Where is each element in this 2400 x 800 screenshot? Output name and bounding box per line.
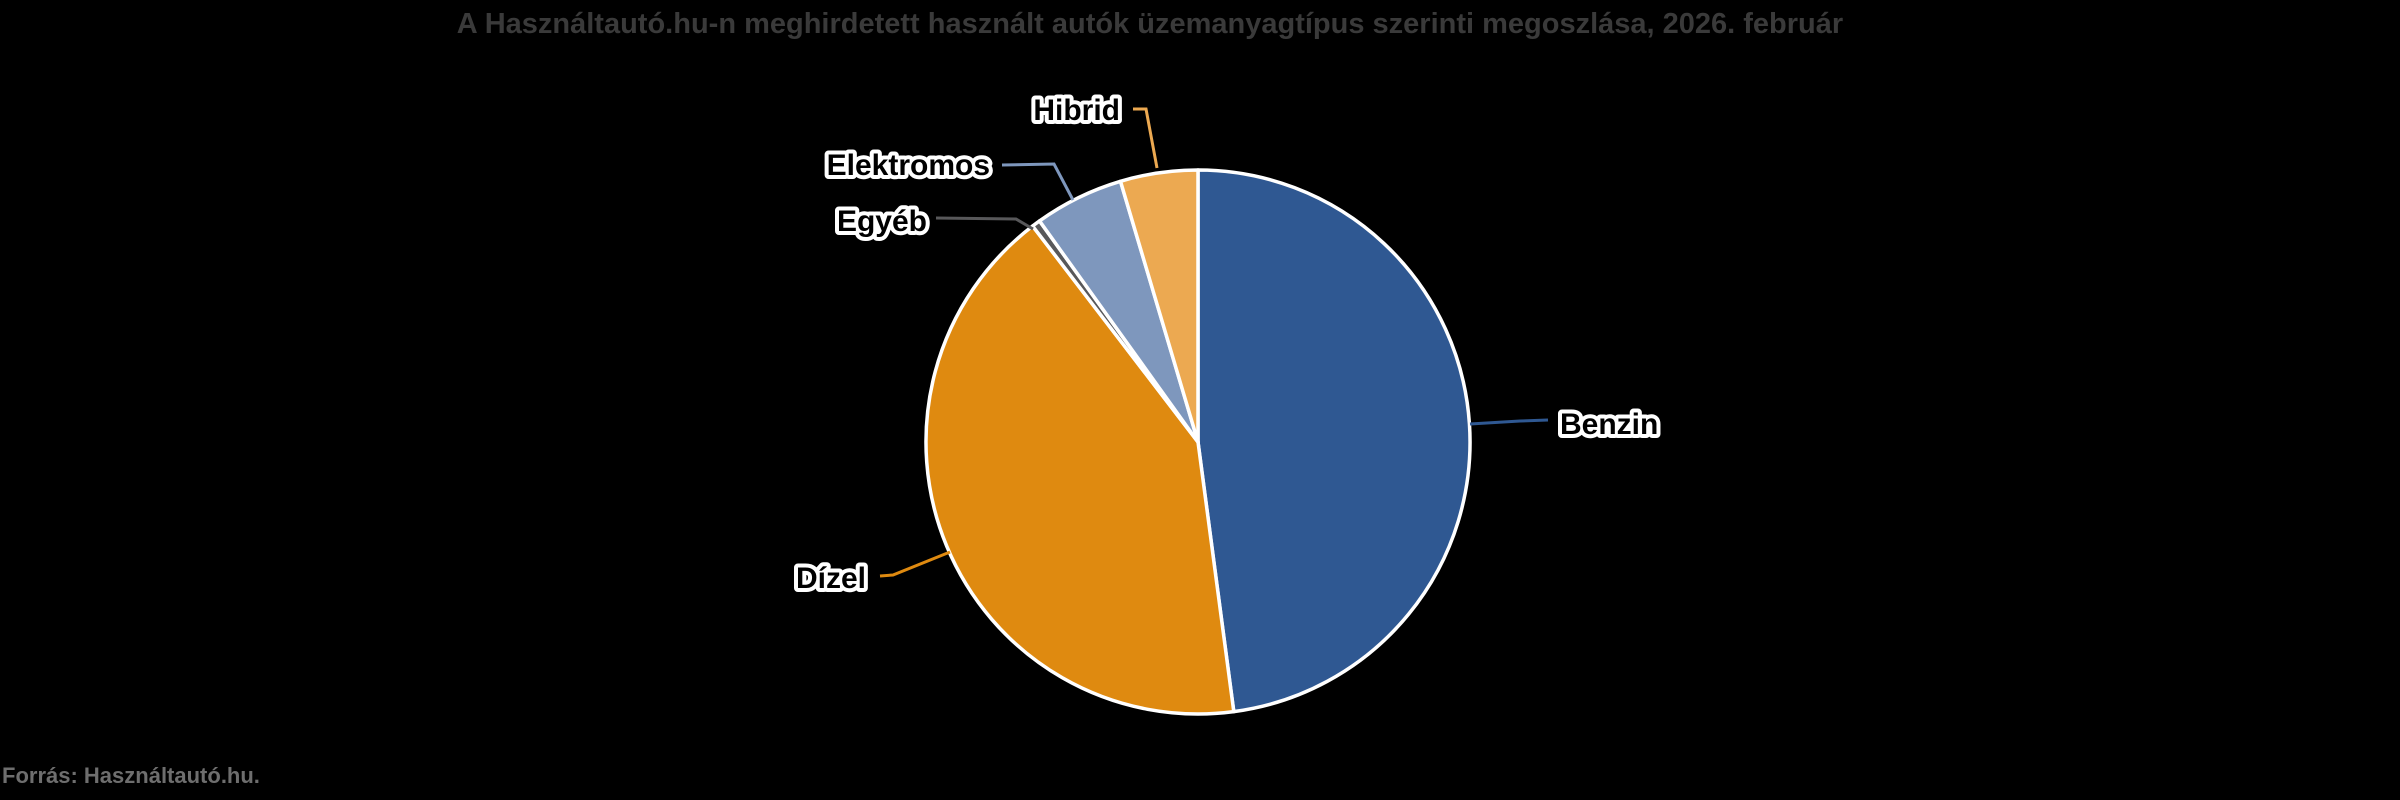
leader-line-egyeb — [935, 216, 1034, 231]
source-note: Forrás: Használtautó.hu. — [2, 763, 260, 788]
slice-label-hibrid: Hibrid — [1033, 94, 1120, 127]
leader-line-benzin — [1469, 418, 1549, 426]
leader-line-elektromos — [1001, 162, 1075, 201]
chart-title: A Használtautó.hu-n meghirdetett használ… — [456, 8, 1844, 40]
leader-line-hibrid — [1133, 107, 1159, 169]
pie-slice-dizel — [924, 224, 1236, 716]
label-leader-lines — [879, 107, 1549, 578]
slice-label-dizel: Dízel — [796, 562, 866, 595]
pie-slice-benzin — [1196, 168, 1472, 714]
slice-label-benzin: Benzin — [1560, 408, 1658, 441]
pie-wedges — [924, 168, 1472, 716]
slice-label-elektromos: Elektromos — [827, 149, 990, 182]
slice-labels: Benzin Dízel Egyéb Elektromos Hibrid — [792, 90, 1662, 599]
slice-label-egyeb: Egyéb — [837, 205, 927, 238]
leader-line-dizel — [879, 550, 951, 578]
pie-slice-hibrid — [1118, 168, 1200, 444]
